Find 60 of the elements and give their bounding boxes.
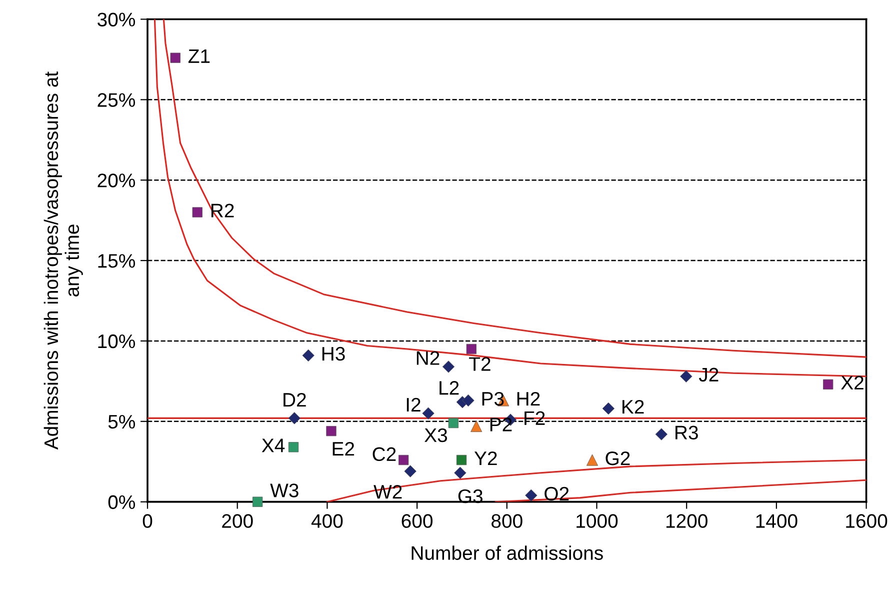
y-axis-title: Admissions with inotropes/vasopressures at any time: [44, 72, 83, 450]
x-tick-label: 1600: [846, 514, 888, 528]
point: [302, 349, 314, 362]
annotation: C2: [372, 447, 396, 462]
point: [525, 489, 538, 502]
x-tick-label: 400: [311, 514, 343, 528]
x-tick-label: 1200: [666, 514, 708, 528]
point: [466, 344, 476, 354]
annotation: I2: [406, 398, 420, 412]
annotation: Z1: [188, 49, 210, 63]
point: [422, 407, 434, 420]
point: [170, 52, 180, 63]
x-tick-label: 0: [142, 514, 152, 528]
y-tick-label: 5%: [108, 414, 136, 429]
y-tick-label: 15%: [98, 254, 136, 268]
annotation: T2: [469, 357, 490, 371]
annotation: Y2: [474, 451, 497, 466]
annotation: K2: [622, 400, 644, 414]
y-tick-label: 20%: [98, 174, 136, 188]
x-axis-title: Number of admissions: [412, 546, 603, 560]
point: [252, 496, 263, 507]
x-tick-label: 1400: [756, 514, 798, 528]
x-tick-label: 200: [222, 514, 253, 528]
point: [192, 207, 202, 218]
x-tick-label: 1000: [576, 514, 618, 528]
annotation: R3: [676, 426, 698, 440]
annotation: O2: [544, 486, 569, 501]
point: [448, 418, 459, 428]
annotation: X2: [841, 376, 864, 390]
annotation: W2: [374, 484, 402, 499]
point: [442, 360, 455, 373]
x-tick-label: 800: [492, 514, 522, 528]
y-tick-label: 0%: [108, 495, 136, 510]
point: [454, 466, 466, 479]
point: [326, 426, 336, 436]
point: [680, 370, 692, 382]
annotation: N2: [416, 351, 440, 365]
point: [288, 442, 299, 452]
point: [462, 394, 474, 407]
annotation: D2: [284, 392, 306, 407]
y-tick-label: 30%: [98, 12, 136, 26]
point: [456, 454, 467, 466]
point: [470, 420, 482, 432]
y-tick-label: 25%: [98, 93, 136, 107]
point: [655, 428, 668, 440]
x-tick-label: 600: [402, 514, 433, 528]
point: [586, 454, 598, 466]
annotation: L2: [440, 381, 459, 395]
annotation: E2: [332, 442, 354, 456]
annotation: H3: [322, 346, 345, 361]
point: [288, 412, 301, 424]
annotation: H2: [517, 392, 540, 406]
annotation: W3: [270, 484, 298, 498]
line-series: [494, 479, 866, 502]
annotation: X4: [262, 438, 285, 452]
y-tick-label: 10%: [98, 334, 136, 348]
point: [823, 379, 834, 390]
annotation: G2: [606, 451, 630, 466]
annotation: X3: [424, 428, 448, 442]
point: [398, 454, 409, 466]
